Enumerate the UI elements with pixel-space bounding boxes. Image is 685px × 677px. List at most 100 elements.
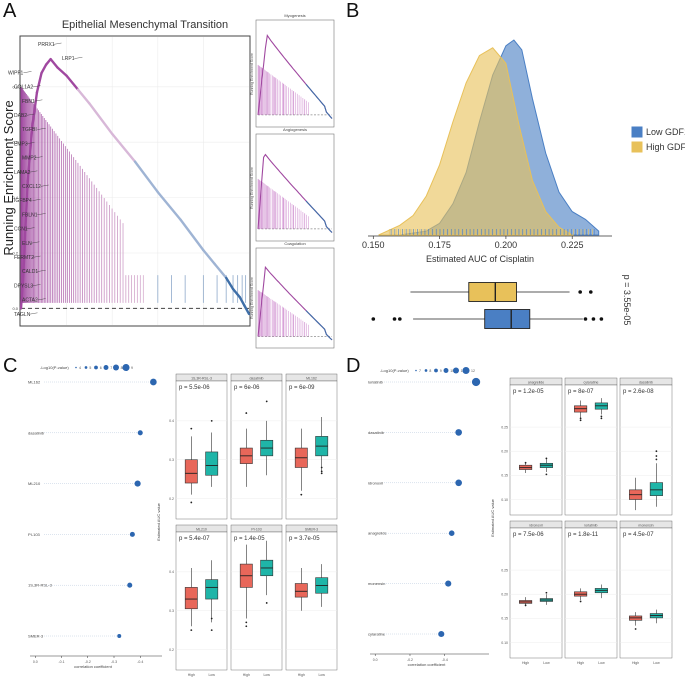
box-outlier: [265, 400, 268, 403]
box-outlier: [371, 317, 376, 321]
dot-legend-circle: [415, 369, 417, 372]
gene-leader: [29, 170, 38, 173]
enrichment-segment: [243, 304, 251, 316]
dot-legend-value-5: 5: [89, 366, 91, 370]
facet-panel: [564, 527, 618, 659]
drug-dot-dasatinib: [137, 430, 143, 436]
drug-label-monensin: monensin: [368, 581, 385, 586]
legend-label-low-gdf15: Low GDF15: [646, 127, 685, 137]
facet-panel: [175, 531, 228, 671]
drug-dot-smer-3: [117, 634, 122, 638]
dot-legend-title: -Log10(P-value): [40, 365, 69, 370]
dot-x-tick-label-0-0: 0.0: [33, 660, 38, 664]
panel-d-boxplots: Estimated AUC value anagrelide 0.10 0.15 0.2…: [490, 377, 673, 665]
dot-legend-circle: [75, 366, 77, 369]
drug-label-pi-103: PI-103: [28, 532, 41, 537]
box-outlier: [210, 617, 213, 620]
enrichment-segment: [88, 102, 114, 136]
gene-leader: [26, 142, 35, 144]
facet-ylabel: Estimated AUC value: [156, 502, 161, 541]
panel-b-boxplots: [371, 282, 604, 329]
dot-legend-circle: [424, 369, 428, 372]
box-outlier: [524, 461, 527, 464]
box-outlier: [245, 412, 248, 414]
box-outlier: [655, 450, 658, 453]
enrichment-segment: [24, 179, 30, 227]
facet-title-dasatinib: dasatinib: [639, 380, 653, 384]
facet-panel: [230, 531, 283, 671]
gene-label-fbn1: FBN1: [22, 99, 35, 105]
dot-legend-value-8: 8: [429, 369, 431, 373]
dot-x-tick-label-0-4: -0.4: [137, 660, 143, 664]
dot-x-tick-label-0-2: -0.2: [407, 658, 413, 662]
facet-y-tick-0-2: 0.2: [169, 648, 174, 652]
box-outlier: [579, 419, 582, 422]
panel-b-xlabel: Estimated AUC of Cisplatin: [426, 254, 534, 264]
gene-leader: [29, 312, 38, 315]
gene-leader: [32, 255, 41, 258]
drug-dot-anagrelide: [448, 530, 455, 536]
y-tick-label-0-4: 0.4: [12, 195, 18, 200]
facet-x-tick-low: Low: [208, 673, 215, 677]
enrichment-segment: [133, 160, 160, 194]
box-outlier: [655, 455, 658, 457]
gene-label-emp3: EMP3: [14, 141, 28, 147]
enrichment-segment: [56, 66, 68, 77]
box-outlier: [300, 493, 303, 496]
facet-x-tick-high: High: [188, 673, 195, 677]
box-outlier: [600, 417, 603, 420]
box-low: [649, 482, 663, 496]
dot-legend-value-8: 8: [121, 366, 123, 370]
gene-leader: [53, 42, 62, 45]
facet-y-tick-0-4: 0.4: [169, 419, 174, 423]
box-outlier: [392, 317, 397, 321]
dot-legend-value-7: 7: [419, 369, 421, 373]
box-outlier: [583, 317, 588, 321]
gene-label-lama2: LAMA2: [14, 170, 31, 176]
dot-x-tick-label-0-3: -0.3: [111, 660, 117, 664]
panel-label-c: C: [3, 355, 17, 377]
facet-panel: [509, 384, 563, 516]
facet-ylabel: Estimated AUC value: [490, 498, 495, 537]
dot-x-tick-label-0-1: -0.1: [58, 660, 64, 664]
gene-label-eln: ELN: [22, 241, 32, 247]
facet-pvalue: p = 6e-09: [289, 385, 315, 391]
drug-dot-lorlatinib: [471, 377, 481, 387]
facet-panel: [230, 380, 283, 520]
y-tick-label-0-2: 0.2: [12, 251, 18, 256]
box-outlier: [265, 602, 268, 604]
drug-dot-monensin: [445, 580, 452, 587]
box-outlier: [320, 472, 323, 475]
gene-leader: [34, 156, 43, 159]
facet-panel: [619, 384, 673, 516]
gene-label-tagln: TAGLN: [14, 312, 31, 318]
gene-label-mmp2: MMP2: [22, 156, 37, 162]
subplot-myogenesis: Myogenesis Running Enrichment Score: [250, 13, 335, 128]
density-high-gdf15: [378, 47, 575, 236]
facet-y-tick-0-20: 0.20: [501, 450, 508, 454]
gene-label-wipf1: WIPF1: [8, 70, 23, 76]
box-outlier: [210, 629, 213, 632]
drug-dot-1s-3r-rsl-3: [127, 582, 133, 588]
gene-label-tgfbi: TGFBI: [22, 127, 37, 133]
facet-pvalue: p = 5.5e-06: [179, 385, 210, 391]
facet-pvalue: p = 7.5e-06: [513, 532, 544, 538]
legend-swatch-high-gdf15: [631, 141, 643, 153]
dot-legend-value-7: 7: [110, 366, 112, 370]
subplot-angiogenesis-title: Angiogenesis: [283, 127, 307, 132]
box-outlier: [210, 419, 213, 422]
dot-legend-value-11: 11: [461, 369, 465, 373]
gene-leader: [26, 227, 35, 230]
box-high: [184, 459, 198, 484]
dot-legend-circle: [84, 366, 88, 369]
subplot-curve-tail: [305, 83, 333, 119]
dot-xlabel: correlation coefficient: [74, 664, 113, 669]
box-outlier: [545, 591, 548, 594]
facet-pvalue: p = 5.4e-07: [179, 536, 210, 542]
panel-c-dotplot: -Log10(P-value) 4 5 6 7 8 9 ML162 dasatinib ML210…: [28, 363, 162, 669]
box-outlier: [245, 621, 248, 624]
enrichment-segment: [26, 124, 34, 183]
facet-pvalue: p = 1.4e-05: [234, 536, 265, 542]
dot-legend-circle: [103, 365, 109, 370]
gene-leader: [37, 128, 46, 130]
